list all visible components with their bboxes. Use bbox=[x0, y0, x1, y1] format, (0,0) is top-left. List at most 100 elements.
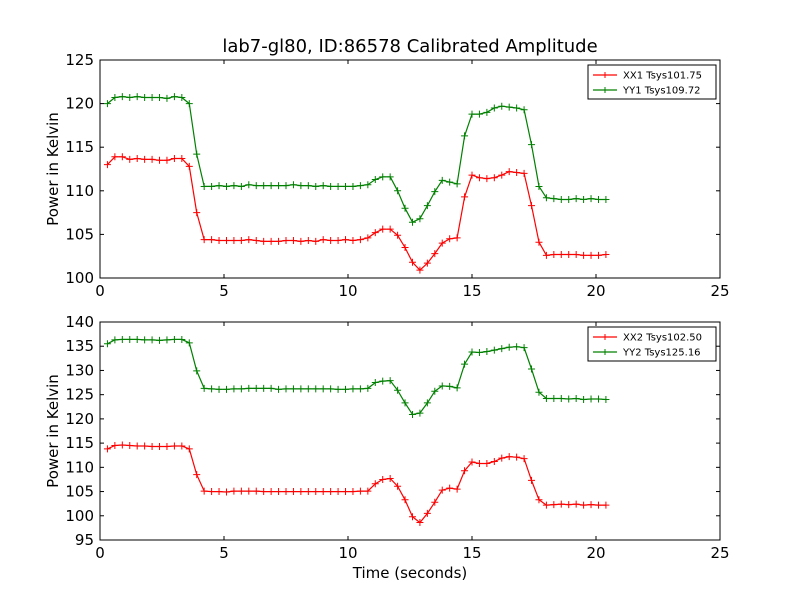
data-point bbox=[222, 488, 230, 496]
data-point bbox=[178, 335, 186, 343]
data-point bbox=[103, 340, 111, 348]
data-point bbox=[542, 194, 550, 202]
data-point bbox=[572, 395, 580, 403]
data-point bbox=[416, 266, 424, 274]
data-point bbox=[453, 180, 461, 188]
data-point bbox=[141, 155, 149, 163]
x-tick-label: 10 bbox=[338, 282, 357, 300]
data-point bbox=[282, 385, 290, 393]
data-point bbox=[528, 365, 536, 373]
top-plot: 0 5 10 15 20 25 100 105 110 115 120 125 Power in Kel… bbox=[44, 51, 730, 300]
data-point bbox=[126, 93, 134, 101]
data-point bbox=[230, 385, 238, 393]
data-point bbox=[141, 93, 149, 101]
data-point bbox=[118, 335, 126, 343]
data-point bbox=[133, 155, 141, 163]
y-tick-label: 125 bbox=[65, 386, 94, 404]
data-point bbox=[118, 93, 126, 101]
data-point bbox=[453, 485, 461, 493]
data-point bbox=[133, 335, 141, 343]
data-point bbox=[200, 384, 208, 392]
data-point bbox=[356, 487, 364, 495]
data-point bbox=[594, 395, 602, 403]
data-point bbox=[453, 234, 461, 242]
data-point bbox=[475, 174, 483, 182]
data-point bbox=[275, 385, 283, 393]
data-point bbox=[408, 513, 416, 521]
data-point bbox=[215, 488, 223, 496]
data-point bbox=[349, 488, 357, 496]
data-point bbox=[208, 385, 216, 393]
data-point bbox=[327, 182, 335, 190]
data-point bbox=[401, 496, 409, 504]
data-point bbox=[475, 349, 483, 357]
data-point bbox=[327, 385, 335, 393]
data-point bbox=[178, 442, 186, 450]
data-point bbox=[163, 336, 171, 344]
data-point bbox=[215, 237, 223, 245]
data-point bbox=[156, 93, 164, 101]
data-point bbox=[461, 193, 469, 201]
data-point bbox=[483, 459, 491, 467]
y-tick-label: 105 bbox=[65, 483, 94, 501]
plot-frame bbox=[99, 321, 721, 541]
data-point bbox=[364, 181, 372, 189]
data-point bbox=[379, 173, 387, 181]
data-point bbox=[312, 237, 320, 245]
data-point bbox=[312, 385, 320, 393]
data-point bbox=[498, 345, 506, 353]
data-point bbox=[342, 182, 350, 190]
legend-label: XX1 Tsys101.75 bbox=[623, 71, 702, 82]
x-tick-label: 25 bbox=[710, 544, 729, 562]
data-point bbox=[163, 156, 171, 164]
data-point bbox=[148, 155, 156, 163]
data-point bbox=[148, 443, 156, 451]
data-point bbox=[528, 141, 536, 149]
data-point bbox=[252, 384, 260, 392]
data-point bbox=[423, 399, 431, 407]
data-point bbox=[602, 396, 610, 404]
data-point bbox=[252, 182, 260, 190]
data-point bbox=[475, 110, 483, 118]
data-point bbox=[386, 377, 394, 385]
data-point bbox=[483, 108, 491, 116]
data-point bbox=[163, 443, 171, 451]
data-point bbox=[252, 487, 260, 495]
data-point bbox=[141, 336, 149, 344]
data-point bbox=[438, 239, 446, 247]
data-point bbox=[237, 385, 245, 393]
data-point bbox=[498, 171, 506, 179]
data-point bbox=[267, 237, 275, 245]
bottom-plot: 0 5 10 15 20 25 95 100 105 110 115 120 125 130 135 140 P… bbox=[44, 313, 730, 562]
data-point bbox=[111, 153, 119, 161]
data-point bbox=[505, 103, 513, 111]
data-point bbox=[520, 169, 528, 177]
y-tick-label: 110 bbox=[65, 458, 94, 476]
data-point bbox=[111, 442, 119, 450]
data-point bbox=[468, 348, 476, 356]
data-point bbox=[297, 385, 305, 393]
data-point bbox=[550, 195, 558, 203]
data-point bbox=[416, 519, 424, 527]
data-point bbox=[550, 250, 558, 258]
data-point bbox=[148, 336, 156, 344]
data-point bbox=[490, 104, 498, 112]
data-point bbox=[170, 335, 178, 343]
data-point bbox=[438, 486, 446, 494]
data-point bbox=[126, 335, 134, 343]
legend-box bbox=[587, 326, 717, 362]
data-point bbox=[230, 487, 238, 495]
x-tick-label: 0 bbox=[95, 282, 105, 300]
series-line-2 bbox=[107, 338, 606, 416]
data-point bbox=[446, 484, 454, 492]
data-point bbox=[446, 235, 454, 243]
data-point bbox=[580, 501, 588, 509]
data-point bbox=[334, 385, 342, 393]
y-tick-label: 115 bbox=[65, 138, 94, 156]
data-point bbox=[275, 182, 283, 190]
data-point bbox=[133, 442, 141, 450]
data-point bbox=[237, 237, 245, 245]
y-tick-label: 140 bbox=[65, 313, 94, 331]
data-point bbox=[222, 385, 230, 393]
data-point bbox=[118, 153, 126, 161]
